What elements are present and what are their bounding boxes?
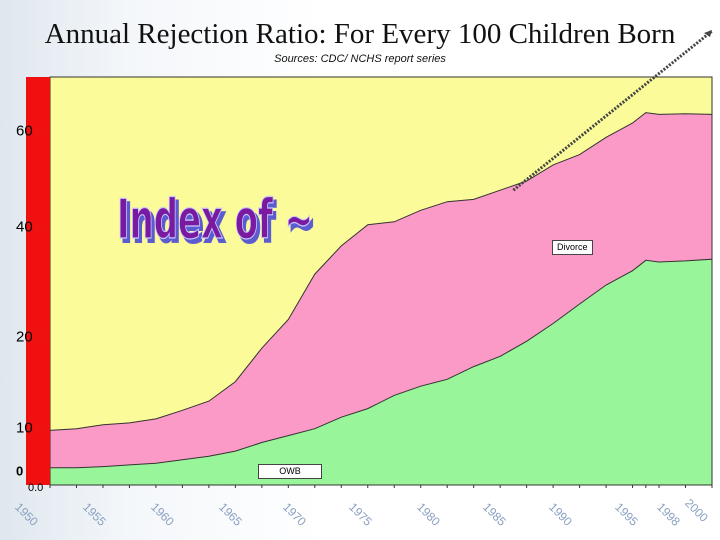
y-axis-min-label: 0.0	[28, 482, 44, 494]
owb-area	[49, 258, 713, 486]
divorce-series-label: Divorce	[552, 240, 593, 255]
trend-line	[512, 29, 713, 192]
index-wordart-text: Index of ~	[117, 188, 313, 250]
owb-series-label: OWB	[258, 464, 322, 479]
index-wordart-shadow: Index of ~	[120, 192, 316, 250]
y-tick-label: 20	[16, 328, 33, 346]
chart-subtitle: Sources: CDC/ NCHS report series	[274, 53, 446, 65]
y-tick-label: 40	[16, 218, 33, 236]
trend-line-arrowhead	[704, 30, 712, 38]
y-tick-label: 10	[16, 419, 33, 437]
chart-title: Annual Rejection Ratio: For Every 100 Ch…	[44, 18, 676, 50]
y-tick-label: 0	[16, 463, 24, 479]
y-axis-red-bar	[26, 77, 50, 485]
y-tick-label: 60	[16, 122, 33, 140]
index-wordart: Index of ~ Index of ~	[116, 187, 317, 250]
